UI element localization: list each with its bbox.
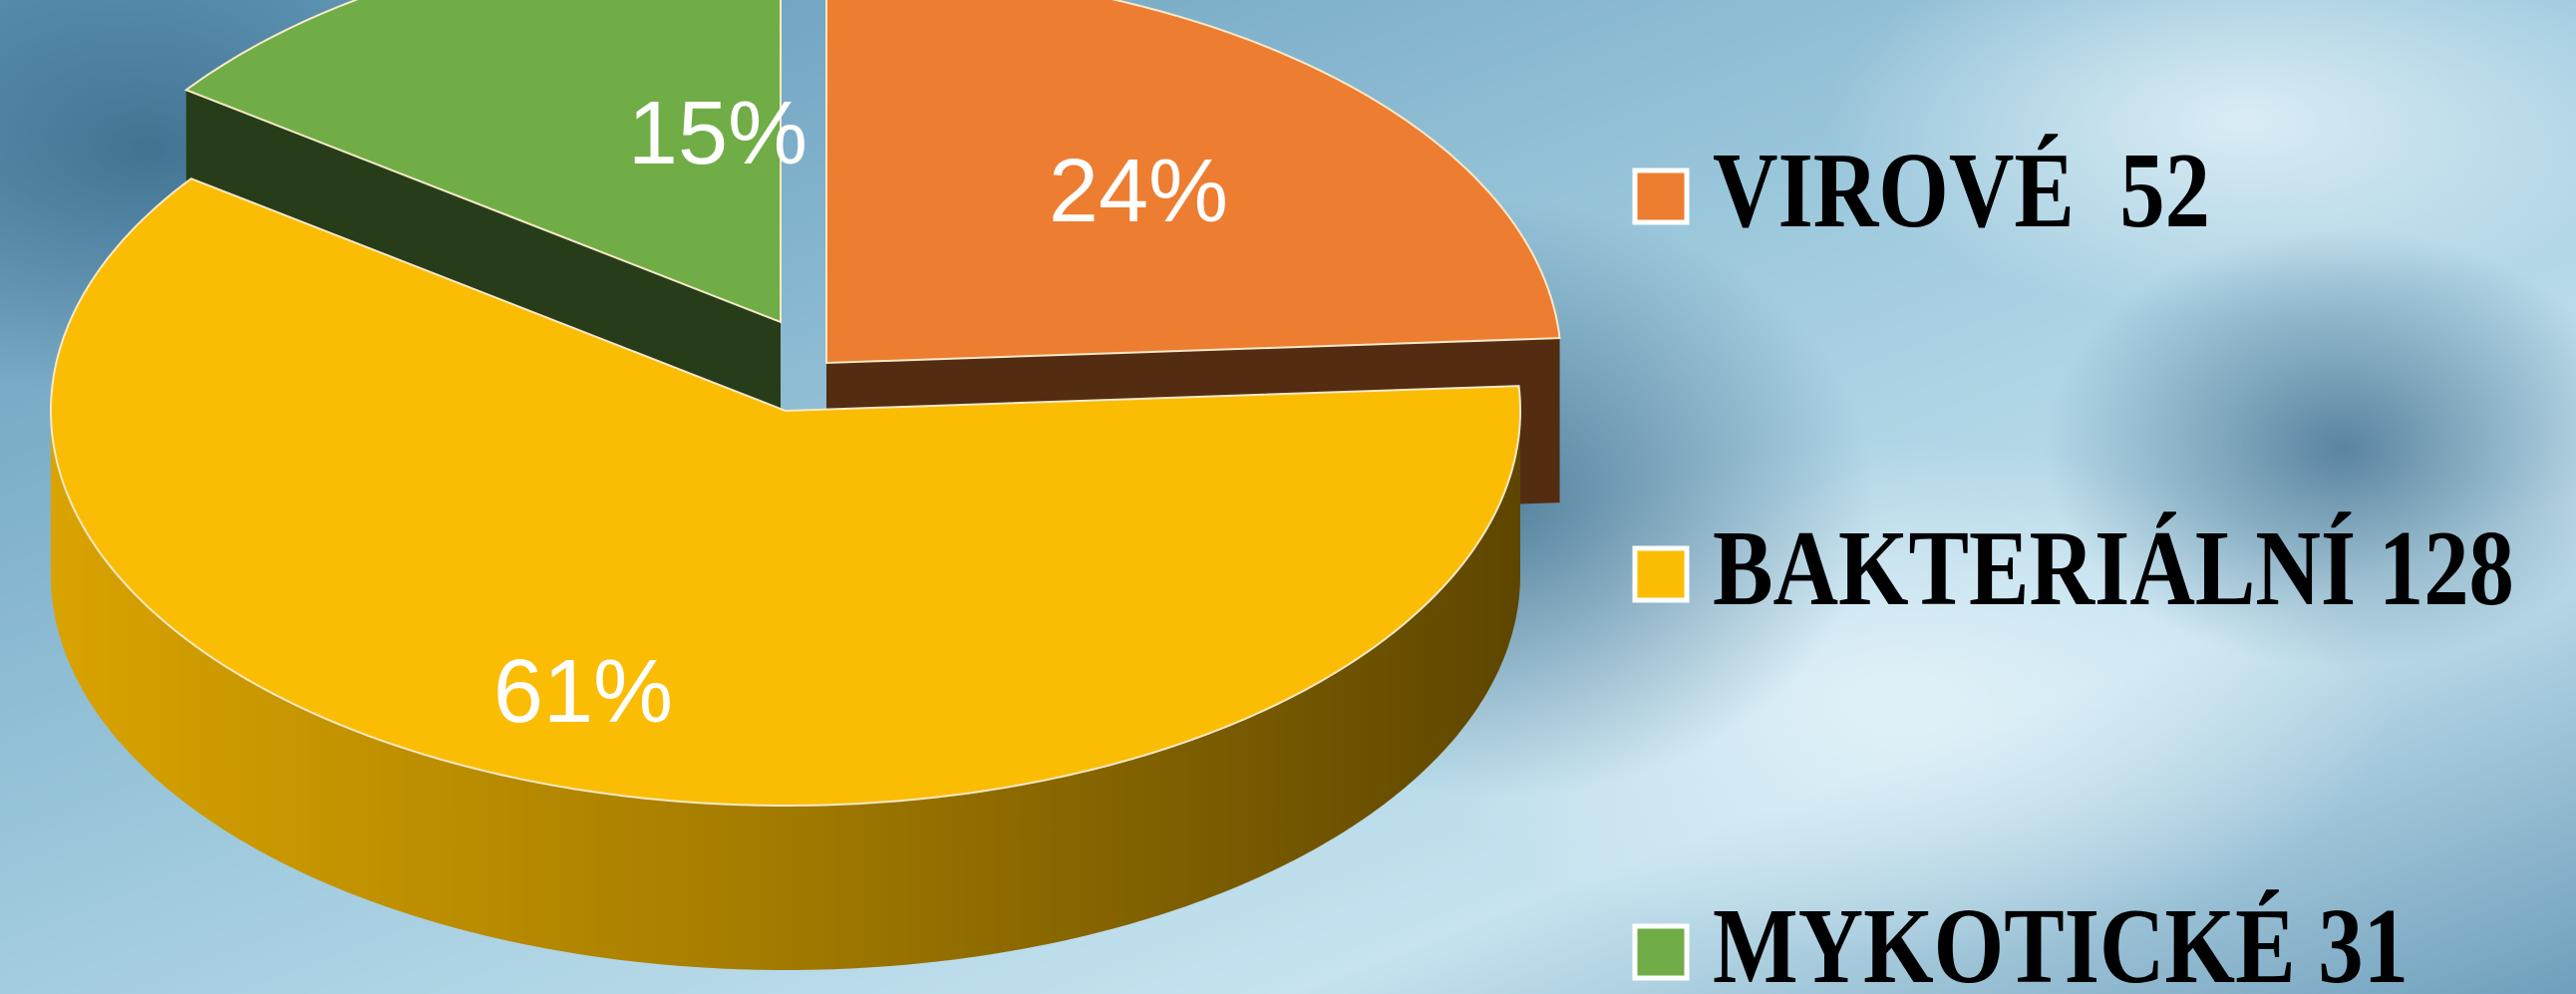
legend-swatch (1632, 167, 1690, 225)
slice (825, 0, 1561, 365)
legend-label: BAKTERIÁLNÍ 128 (1713, 507, 2514, 627)
legend-label: MYKOTICKÉ 31 (1713, 885, 2409, 994)
slice (183, 0, 782, 324)
legend-swatch (1632, 545, 1690, 603)
legend-swatch (1632, 923, 1690, 981)
data-label: 15% (628, 84, 807, 183)
legend: VIROVÉ 52 BAKTERIÁLNÍ 128 MYKOTICKÉ 31 (1632, 130, 2514, 994)
pie: 24% 61% 15% (50, 0, 1561, 970)
slice (50, 177, 1521, 807)
legend-label: VIROVÉ 52 (1713, 130, 2210, 249)
background-blur (2044, 229, 2576, 668)
slice-group (50, 177, 1521, 970)
data-label: 61% (493, 642, 673, 742)
data-label: 24% (1049, 142, 1228, 241)
slice-wall (51, 411, 1520, 970)
